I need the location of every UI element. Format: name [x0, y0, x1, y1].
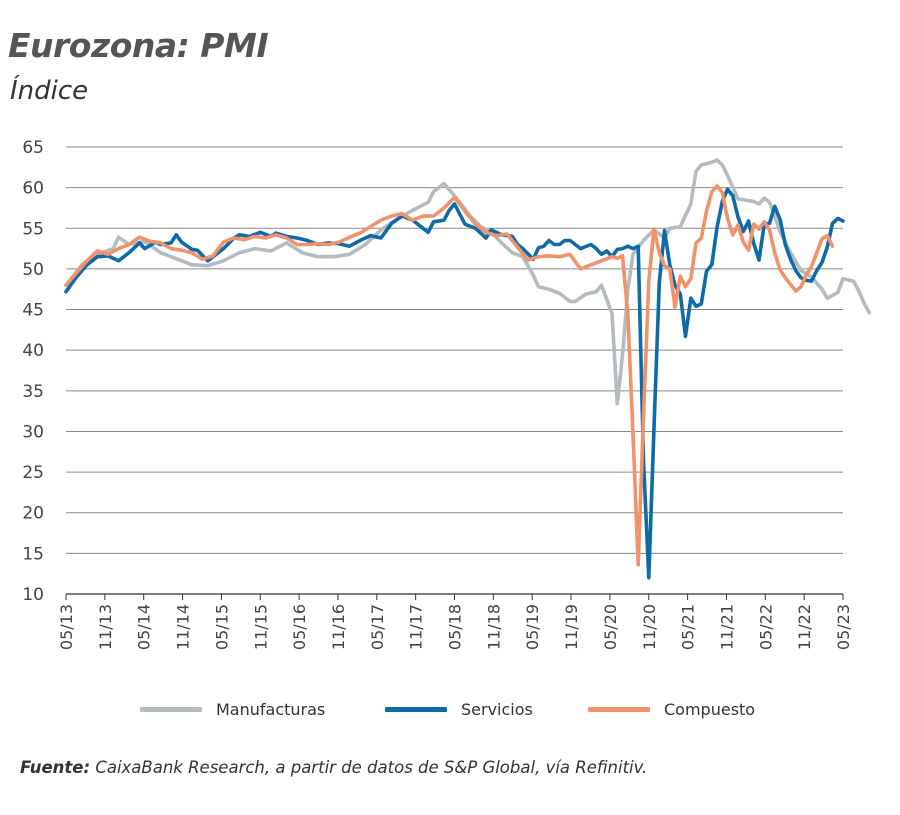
y-tick-label: 65	[22, 138, 44, 158]
y-tick-label: 25	[22, 463, 44, 483]
x-tick-label: 05/21	[679, 604, 698, 650]
y-tick-label: 55	[22, 219, 44, 239]
x-tick-label: 11/14	[174, 604, 193, 650]
x-tick-label: 05/22	[756, 604, 775, 650]
series-line-servicios	[64, 187, 845, 580]
x-tick-label: 05/13	[57, 604, 76, 650]
chart-legend: Manufacturas Servicios Compuesto	[0, 700, 900, 730]
line-chart: 10 15 20 25 30 35 40 45 50 55 60 65 05/13 11/13 05/14…	[22, 138, 872, 650]
x-tick-label: 05/16	[290, 604, 309, 650]
x-tick-label: 05/19	[523, 604, 542, 650]
x-tick-label: 11/15	[251, 604, 270, 650]
x-tick-label: 05/17	[368, 604, 387, 650]
series-line-manufacturas	[64, 158, 872, 406]
y-tick-label: 30	[22, 422, 44, 442]
x-tick-label: 05/14	[135, 604, 154, 650]
legend-item-manufacturas: Manufacturas	[140, 700, 325, 719]
legend-item-servicios: Servicios	[385, 700, 533, 719]
source-text: CaixaBank Research, a partir de datos de…	[95, 758, 648, 777]
x-tick-label: 05/18	[446, 604, 465, 650]
y-tick-label: 50	[22, 260, 44, 280]
x-tick-label: 11/20	[640, 604, 659, 650]
gridlines	[66, 146, 843, 595]
x-tick-label: 11/19	[562, 604, 581, 650]
x-tick-label: 11/18	[484, 604, 503, 650]
y-tick-label: 60	[22, 179, 44, 199]
x-tick-label: 11/16	[329, 604, 348, 650]
legend-label-compuesto: Compuesto	[664, 700, 756, 719]
y-axis-ticks: 10 15 20 25 30 35 40 45 50 55 60 65	[22, 138, 44, 605]
series-line-compuesto	[64, 184, 835, 567]
x-tick-label: 05/15	[212, 604, 231, 650]
chart-title: Eurozona: PMI	[8, 26, 269, 65]
x-tick-label: 11/13	[96, 604, 115, 650]
x-tick-label: 05/23	[834, 604, 853, 650]
series-lines	[64, 158, 872, 580]
y-tick-label: 40	[22, 341, 44, 361]
source-label: Fuente:	[20, 758, 91, 777]
y-tick-label: 45	[22, 301, 44, 321]
legend-label-manufacturas: Manufacturas	[216, 700, 326, 719]
legend-label-servicios: Servicios	[461, 700, 533, 719]
legend-swatch-manufacturas	[140, 707, 202, 712]
x-tick-label: 05/20	[601, 604, 620, 650]
x-tick-label: 11/17	[407, 604, 426, 650]
y-tick-label: 20	[22, 504, 44, 524]
x-axis-ticks: 05/13 11/13 05/14 11/14 05/15 11/15 05/16 11/16…	[57, 594, 853, 650]
legend-item-compuesto: Compuesto	[588, 700, 755, 719]
x-tick-label: 11/22	[795, 604, 814, 650]
x-tick-label: 11/21	[717, 604, 736, 650]
legend-swatch-servicios	[385, 707, 447, 712]
y-tick-label: 15	[22, 544, 44, 564]
y-tick-label: 35	[22, 382, 44, 402]
y-tick-label: 10	[22, 585, 44, 605]
chart-subtitle: Índice	[10, 76, 89, 106]
legend-swatch-compuesto	[588, 707, 650, 712]
source-note: Fuente: CaixaBank Research, a partir de …	[20, 758, 647, 777]
